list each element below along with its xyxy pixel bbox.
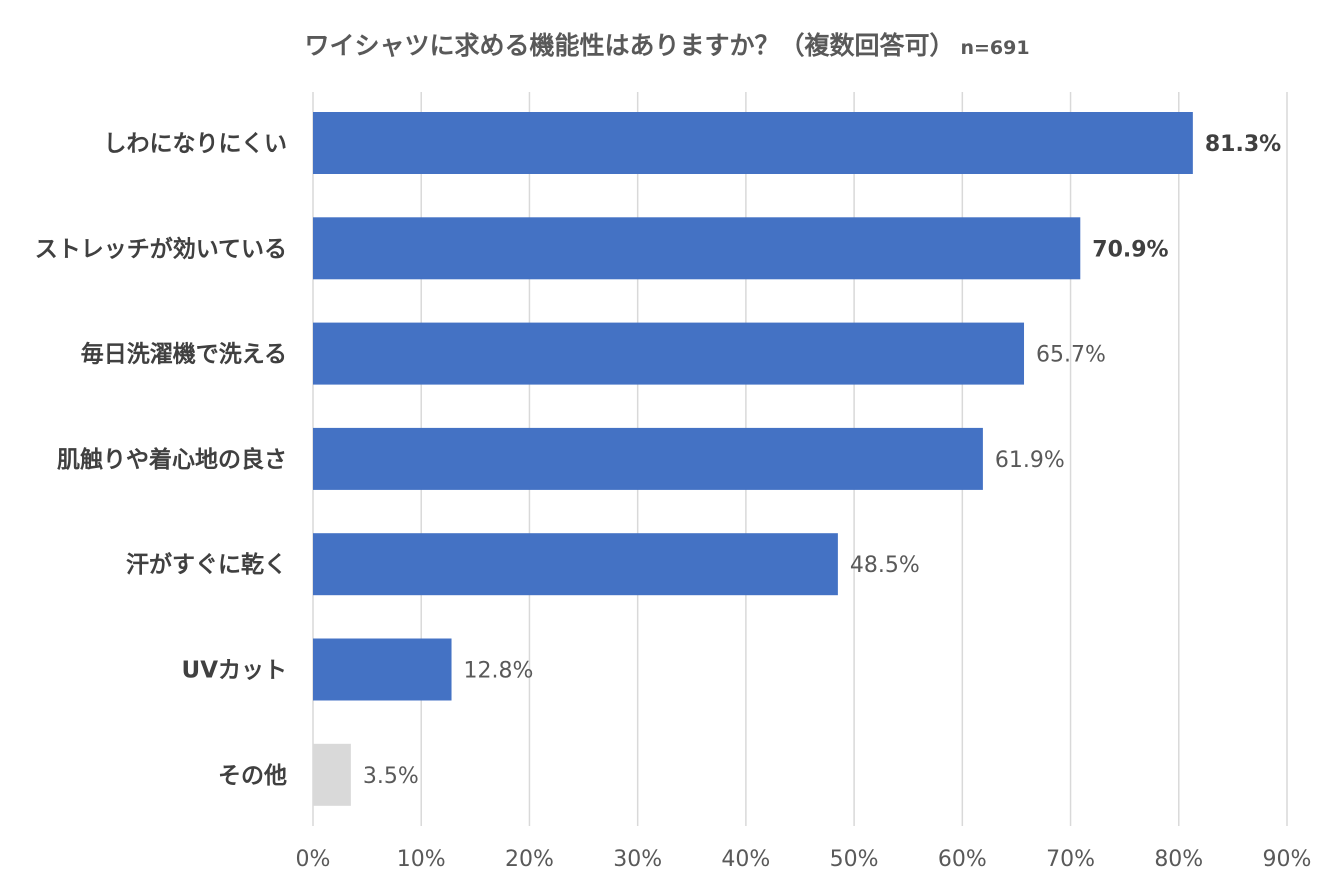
x-tick-label: 20%	[505, 847, 554, 872]
category-label: しわになりにくい	[103, 131, 287, 157]
chart-title-text: ワイシャツに求める機能性はありますか？（複数回答可）	[304, 31, 955, 60]
x-tick-label: 60%	[938, 847, 987, 872]
bar	[313, 427, 983, 490]
bar	[313, 217, 1081, 280]
category-label: その他	[218, 763, 287, 789]
x-tick-label: 90%	[1263, 847, 1312, 872]
chart-title: ワイシャツに求める機能性はありますか？（複数回答可） n=691	[0, 26, 1334, 62]
data-label: 70.9%	[1092, 237, 1168, 262]
bar	[313, 322, 1025, 385]
bar	[313, 533, 838, 596]
x-tick-label: 70%	[1046, 847, 1095, 872]
data-label: 3.5%	[363, 764, 419, 789]
x-tick-label: 50%	[830, 847, 879, 872]
bar	[313, 638, 452, 701]
category-label: UVカット	[182, 658, 287, 684]
category-label: ストレッチが効いている	[35, 235, 287, 262]
category-label: 肌触りや着心地の良さ	[57, 446, 287, 473]
data-label: 48.5%	[850, 553, 920, 578]
sample-size: n=691	[960, 37, 1030, 59]
data-label: 12.8%	[464, 659, 534, 684]
x-tick-label: 10%	[397, 847, 446, 872]
data-label: 81.3%	[1205, 132, 1281, 157]
x-tick-label: 30%	[613, 847, 662, 872]
category-label: 汗がすぐに乾く	[126, 551, 287, 578]
bar	[313, 112, 1193, 174]
x-tick-label: 0%	[296, 847, 331, 872]
data-label: 61.9%	[995, 448, 1065, 473]
x-tick-label: 40%	[721, 847, 770, 872]
category-label: 毎日洗濯機で洗える	[81, 342, 287, 368]
x-tick-label: 80%	[1154, 847, 1203, 872]
data-label: 65.7%	[1036, 343, 1106, 368]
bar	[313, 743, 351, 806]
